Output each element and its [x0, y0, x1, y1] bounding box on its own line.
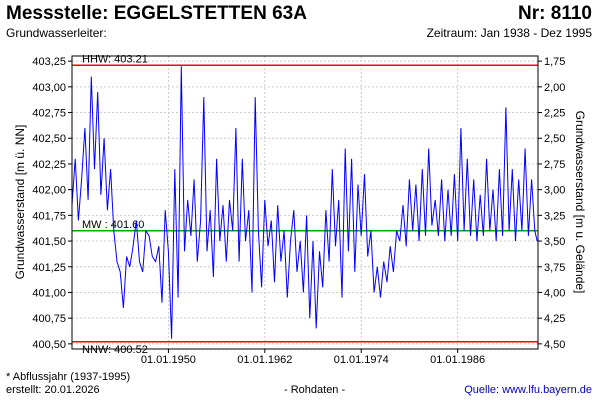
series-layer [71, 66, 538, 339]
y-tick-label-left: 401,00 [32, 287, 66, 299]
y-tick-label-left: 401,75 [32, 210, 66, 222]
reference-label-hhw: HHW: 403.21 [82, 53, 148, 65]
y-tick-label-right: 3,50 [544, 236, 565, 248]
y-tick-label-left: 403,25 [32, 56, 66, 68]
y-axis-right-label: Grundwasserstand [m u. Gelände] [573, 111, 587, 294]
y-tick-label-left: 401,50 [32, 236, 66, 248]
x-axis: 01.01.1950 01.01.1962 01.01.1974 01.01.1986 [141, 349, 485, 366]
y-tick-label-right: 3,75 [544, 262, 565, 274]
y-tick-label-right: 3,00 [544, 185, 565, 197]
y-tick-label-right: 4,50 [544, 339, 565, 351]
y-tick-label-left: 402,25 [32, 159, 66, 171]
x-tick-label: 01.01.1974 [334, 354, 389, 366]
y-tick-label-left: 400,50 [32, 339, 66, 351]
x-tick-label: 01.01.1950 [141, 354, 196, 366]
grid [72, 56, 538, 349]
y-tick-label-left: 402,50 [32, 133, 66, 145]
y-tick-label-left: 403,00 [32, 82, 66, 94]
y-axis-left-label: Grundwasserstand [m ü. NN] [13, 125, 27, 280]
y-tick-label-right: 2,00 [544, 82, 565, 94]
footnote: * Abflussjahr (1937-1995) [6, 371, 131, 383]
aquifer-label: Grundwasserleiter: [6, 26, 107, 40]
y-tick-label-left: 400,75 [32, 313, 66, 325]
created-date: erstellt: 20.01.2026 [6, 384, 100, 396]
y-tick-label-right: 3,25 [544, 210, 565, 222]
period-label: Zeitraum: Jan 1938 - Dez 1995 [426, 26, 592, 40]
y-tick-label-left: 402,75 [32, 108, 66, 120]
x-tick-label: 01.01.1962 [237, 354, 292, 366]
x-tick-label: 01.01.1986 [430, 354, 485, 366]
y-axis-left: 400,50 400,75 401,00 401,25 401,50 401,75 402,… [32, 56, 72, 351]
raw-data-label: - Rohdaten - [284, 384, 346, 396]
y-tick-label-right: 2,75 [544, 159, 565, 171]
y-tick-label-right: 2,50 [544, 133, 565, 145]
series-line [71, 66, 538, 339]
reference-label-nnw: NNW: 400.52 [82, 344, 148, 356]
y-tick-label-left: 402,00 [32, 185, 66, 197]
station-title: Messstelle: EGGELSTETTEN 63A [6, 3, 307, 24]
y-tick-label-left: 401,25 [32, 262, 66, 274]
station-number: Nr: 8110 [518, 3, 592, 24]
y-axis-right: 4,50 4,25 4,00 3,75 3,50 3,25 3,00 2,75 2,50 2,25… [538, 56, 565, 351]
y-tick-label-right: 2,25 [544, 108, 565, 120]
y-tick-label-right: 1,75 [544, 56, 565, 68]
source-link[interactable]: Quelle: www.lfu.bayern.de [464, 384, 592, 396]
plot-frame [71, 55, 539, 350]
y-tick-label-right: 4,25 [544, 313, 565, 325]
y-tick-label-right: 4,00 [544, 287, 565, 299]
